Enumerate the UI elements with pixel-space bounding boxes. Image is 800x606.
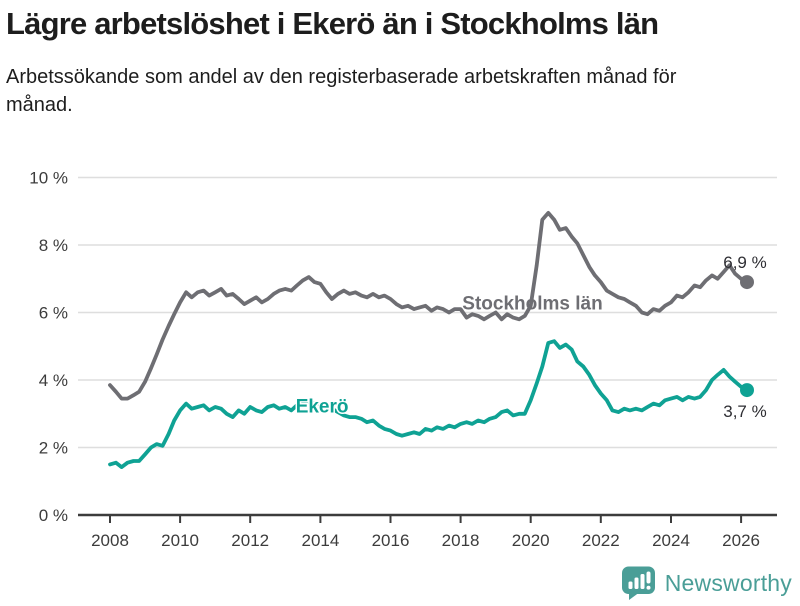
x-axis-tick-label: 2012 xyxy=(231,531,269,550)
x-axis-tick-label: 2020 xyxy=(512,531,550,550)
end-value-label-eker-: 3,7 % xyxy=(723,402,766,421)
page-title: Lägre arbetslöshet i Ekerö än i Stockhol… xyxy=(6,6,659,41)
y-axis-tick-label: 10 % xyxy=(29,169,68,188)
page: { "header": { "title": "Lägre arbetslösh… xyxy=(0,6,800,606)
series-line-stockholms-l-n xyxy=(108,210,749,401)
x-axis-tick-label: 2018 xyxy=(442,531,480,550)
newsworthy-brand-text: Newsworthy xyxy=(664,569,792,596)
brand-footer: Newsworthy xyxy=(621,566,792,600)
x-axis-tick-label: 2008 xyxy=(91,531,129,550)
end-dot-eker- xyxy=(740,383,754,398)
series-line-eker- xyxy=(108,339,749,470)
end-value-label-stockholms-l-n: 6,9 % xyxy=(723,253,766,272)
series-label-stockholms-l-n: Stockholms län xyxy=(462,293,602,314)
x-axis-tick-label: 2016 xyxy=(372,531,410,550)
y-axis-tick-label: 2 % xyxy=(39,439,68,458)
series-label-eker-: Ekerö xyxy=(296,396,349,417)
newsworthy-logo-icon xyxy=(621,566,655,600)
y-axis-tick-label: 8 % xyxy=(39,236,68,255)
chart-subtitle: Arbetssökande som andel av den registerb… xyxy=(6,65,677,117)
y-axis-tick-label: 4 % xyxy=(39,371,68,390)
x-axis-tick-label: 2024 xyxy=(652,531,690,550)
chart-header: Lägre arbetslöshet i Ekerö än i Stockhol… xyxy=(0,6,800,119)
y-axis-tick-label: 6 % xyxy=(39,304,68,323)
x-axis-tick-label: 2026 xyxy=(722,531,760,550)
x-axis-tick-label: 2014 xyxy=(301,531,339,550)
x-axis-tick-label: 2022 xyxy=(582,531,620,550)
unemployment-line-chart: 0 % 2 % 4 % 6 % 8 % 10 % 2008 2010 2012 2014 2016 2… xyxy=(29,169,777,550)
x-axis-tick-label: 2010 xyxy=(161,531,199,550)
end-dot-stockholms-l-n xyxy=(740,275,754,290)
y-axis-tick-label: 0 % xyxy=(39,506,68,525)
